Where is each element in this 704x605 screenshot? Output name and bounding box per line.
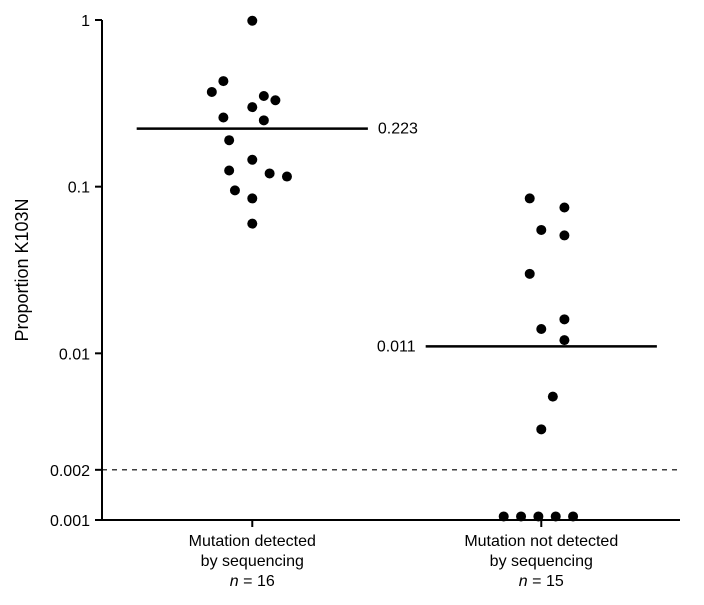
- category-label: n = 15: [519, 573, 564, 590]
- y-tick-label: 0.01: [59, 346, 90, 363]
- category-label: Mutation not detected: [464, 533, 618, 550]
- data-point: [207, 87, 217, 97]
- data-point: [559, 335, 569, 345]
- scatter-chart: 1 0.1 0.01 0.002 0.001 Proportion K103N 0.223 M…: [0, 0, 704, 605]
- data-point: [247, 102, 257, 112]
- data-point: [259, 91, 269, 101]
- category-label: by sequencing: [201, 553, 304, 570]
- data-point: [247, 219, 257, 229]
- data-point: [533, 511, 543, 521]
- data-point: [516, 511, 526, 521]
- data-point: [568, 511, 578, 521]
- data-point: [559, 314, 569, 324]
- data-point: [270, 95, 280, 105]
- data-point: [551, 511, 561, 521]
- data-point: [559, 202, 569, 212]
- data-point: [536, 324, 546, 334]
- y-tick-label: 0.002: [50, 463, 90, 480]
- data-point: [525, 269, 535, 279]
- chart-bg: [0, 0, 704, 605]
- data-point: [559, 230, 569, 240]
- data-point: [259, 115, 269, 125]
- data-point: [247, 16, 257, 26]
- chart-container: 1 0.1 0.01 0.002 0.001 Proportion K103N 0.223 M…: [0, 0, 704, 605]
- data-point: [536, 225, 546, 235]
- data-point: [525, 193, 535, 203]
- category-label: Mutation detected: [189, 533, 316, 550]
- data-point: [548, 392, 558, 402]
- data-point: [247, 155, 257, 165]
- median-label: 0.011: [377, 338, 416, 355]
- data-point: [218, 113, 228, 123]
- data-point: [499, 511, 509, 521]
- y-tick-label: 1: [81, 13, 90, 30]
- data-point: [247, 193, 257, 203]
- data-point: [230, 185, 240, 195]
- median-label: 0.223: [378, 121, 418, 138]
- y-tick-label: 0.001: [50, 513, 90, 530]
- data-point: [265, 168, 275, 178]
- data-point: [536, 424, 546, 434]
- y-axis-label: Proportion K103N: [12, 198, 32, 341]
- data-point: [224, 166, 234, 176]
- category-label: by sequencing: [490, 553, 593, 570]
- y-tick-label: 0.1: [68, 180, 90, 197]
- data-point: [282, 172, 292, 182]
- category-label: n = 16: [230, 573, 275, 590]
- data-point: [224, 135, 234, 145]
- data-point: [218, 76, 228, 86]
